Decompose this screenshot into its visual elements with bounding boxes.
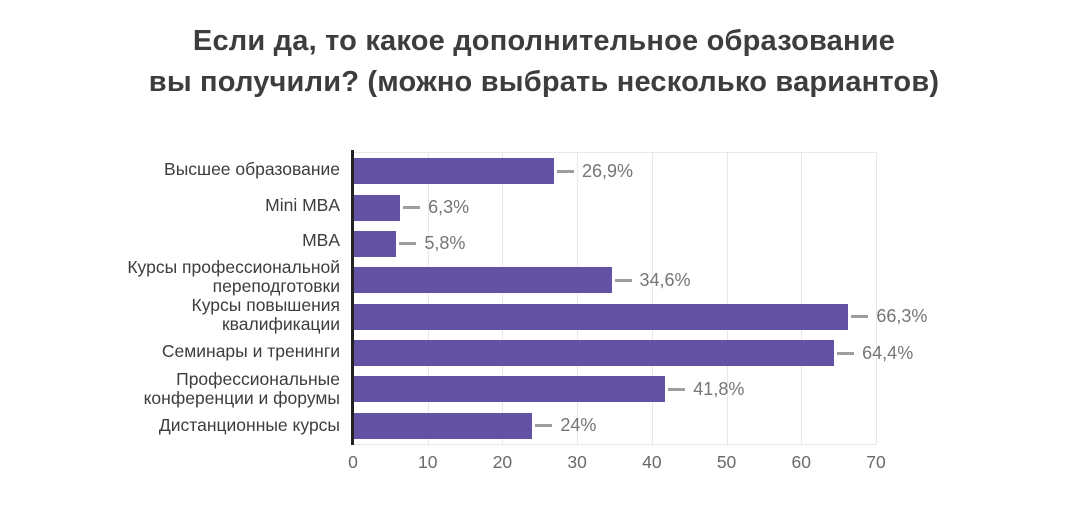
category-label-7: Дистанционные курсы bbox=[158, 414, 340, 435]
gridline-10 bbox=[427, 153, 429, 444]
x-tick-label-40: 40 bbox=[642, 452, 662, 472]
bar-1 bbox=[353, 194, 401, 221]
y-axis-line bbox=[351, 150, 354, 445]
bar-row-5: 64,4% bbox=[353, 335, 913, 371]
category-label-6: Профессиональные конференции и форумы bbox=[143, 368, 340, 408]
bar-row-6: 41,8% bbox=[353, 371, 876, 407]
bar-6 bbox=[353, 376, 666, 403]
leader-line-1 bbox=[403, 206, 421, 210]
x-tick-label-20: 20 bbox=[492, 452, 513, 472]
gridline-40 bbox=[651, 153, 653, 444]
bar-row-3: 34,6% bbox=[353, 262, 876, 298]
bar-3 bbox=[353, 267, 612, 294]
leader-line-5 bbox=[837, 351, 855, 355]
category-label-0: Высшее образование bbox=[164, 159, 340, 180]
bar-row-4: 66,3% bbox=[353, 299, 927, 335]
gridline-20 bbox=[502, 153, 504, 444]
x-tick-label-10: 10 bbox=[417, 452, 438, 472]
category-labels: Высшее образование Mini MBA MBA Курсы профе… bbox=[0, 152, 340, 443]
bar-0 bbox=[353, 158, 554, 185]
x-tick-label-30: 30 bbox=[567, 452, 587, 472]
category-label-4: Курсы повышения квалификации bbox=[191, 295, 340, 335]
x-tick-label-60: 60 bbox=[791, 452, 812, 472]
leader-line-0 bbox=[556, 169, 574, 173]
value-label-2: 5,8% bbox=[424, 233, 466, 254]
category-label-5: Семинары и тренинги bbox=[161, 341, 340, 362]
x-tick-label-0: 0 bbox=[348, 452, 358, 472]
plot-area: 26,9% 6,3% 5,8% 34,6% 66,3% 64,4% 41,8% 24% bbox=[353, 152, 927, 445]
leader-line-3 bbox=[614, 278, 632, 282]
gridline-50 bbox=[726, 153, 728, 444]
value-label-6: 41,8% bbox=[693, 378, 745, 399]
category-label-1: Mini MBA bbox=[265, 194, 340, 215]
x-tick-label-70: 70 bbox=[866, 452, 886, 472]
chart-title: Если да, то какое дополнительное образов… bbox=[0, 21, 1088, 103]
value-label-1: 6,3% bbox=[428, 197, 470, 218]
gridline-70 bbox=[876, 153, 877, 444]
leader-line-7 bbox=[535, 424, 553, 428]
gridline-30 bbox=[577, 153, 579, 444]
bar-7 bbox=[353, 412, 533, 439]
leader-line-2 bbox=[399, 242, 417, 246]
bar-row-1: 6,3% bbox=[353, 189, 876, 225]
leader-line-6 bbox=[668, 387, 686, 391]
leader-line-4 bbox=[851, 315, 869, 319]
x-tick-label-50: 50 bbox=[716, 452, 737, 472]
bar-row-7: 24% bbox=[353, 408, 876, 444]
bars-layer: 26,9% 6,3% 5,8% 34,6% 66,3% 64,4% 41,8% 24% bbox=[353, 153, 927, 444]
bar-row-2: 5,8% bbox=[353, 226, 876, 262]
value-label-3: 34,6% bbox=[639, 269, 691, 290]
chart-title-line-1: Если да, то какое дополнительное образов… bbox=[192, 25, 896, 57]
bar-4 bbox=[353, 303, 849, 330]
bar-row-0: 26,9% bbox=[353, 153, 876, 189]
bar-5 bbox=[353, 340, 835, 367]
gridline-60 bbox=[801, 153, 803, 444]
value-label-0: 26,9% bbox=[581, 160, 634, 181]
bar-2 bbox=[353, 230, 397, 257]
x-axis-ticks: 0 10 20 30 40 50 60 70 bbox=[348, 452, 886, 476]
value-label-5: 64,4% bbox=[862, 342, 914, 363]
chart-title-line-2: вы получили? (можно выбрать несколько ва… bbox=[148, 66, 940, 98]
category-label-3: Курсы профессиональной переподготовки bbox=[127, 257, 340, 297]
category-label-2: MBA bbox=[302, 230, 340, 251]
value-label-4: 66,3% bbox=[876, 306, 928, 327]
value-label-7: 24% bbox=[560, 415, 597, 436]
